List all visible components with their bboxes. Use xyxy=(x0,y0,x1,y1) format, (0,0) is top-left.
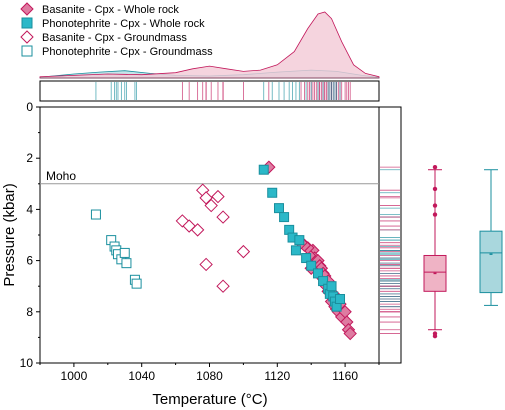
right-rug-panel xyxy=(378,106,402,364)
box-outlier xyxy=(432,203,438,208)
data-point-diamond-open xyxy=(204,198,218,213)
moho-annotation: Moho xyxy=(40,169,379,185)
data-point-square-filled xyxy=(301,253,312,264)
density-curve-basanite xyxy=(39,11,380,79)
x-tick-label: 1000 xyxy=(61,369,88,383)
data-point-diamond-open xyxy=(216,210,230,224)
y-tick-label: 0 xyxy=(26,100,33,114)
top-rug-panel xyxy=(39,80,380,102)
legend-marker-basanite-groundmass xyxy=(20,30,34,44)
data-point-diamond-open xyxy=(211,189,225,204)
y-axis: 0 2 4 6 8 10 xyxy=(20,100,40,370)
top-density-panel xyxy=(39,11,380,79)
data-point-square-open xyxy=(131,278,142,289)
legend-label-basanite-whole-rock: Basanite - Cpx - Whole rock xyxy=(42,4,179,16)
right-rug-frame xyxy=(378,106,402,364)
box-outlier xyxy=(432,333,438,339)
legend: Basanite - Cpx - Whole rock Phonotephrit… xyxy=(20,2,213,58)
box-iqr-phonotephrite xyxy=(479,230,503,294)
top-rug-frame xyxy=(39,80,380,102)
x-tick-label: 1120 xyxy=(264,369,290,383)
x-tick-label: 1160 xyxy=(332,369,358,383)
box-outlier xyxy=(432,186,438,192)
legend-marker-phono-groundmass xyxy=(21,45,33,57)
y-tick-label: 6 xyxy=(26,254,33,268)
data-point-square-open xyxy=(90,209,101,220)
x-tick-label: 1040 xyxy=(128,369,155,383)
plot-frame xyxy=(39,106,380,364)
box-outlier xyxy=(432,164,438,170)
data-point-square-filled xyxy=(294,235,305,246)
scatter-points xyxy=(90,160,357,341)
data-point-diamond-open xyxy=(199,191,213,205)
data-point-square-filled xyxy=(267,187,278,198)
y-tick-label: 2 xyxy=(26,151,33,165)
legend-marker-basanite-whole-rock xyxy=(20,2,34,16)
x-axis-label: Temperature (°C) xyxy=(152,391,267,408)
data-point-diamond-open xyxy=(216,279,230,293)
data-point-square-filled xyxy=(326,281,337,292)
data-point-square-filled xyxy=(258,164,269,175)
y-tick-label: 8 xyxy=(26,305,33,319)
x-axis: 1000 1040 1080 1120 1160 xyxy=(39,363,380,383)
moho-label: Moho xyxy=(46,169,76,183)
data-point-square-filled xyxy=(335,294,346,304)
legend-label-phono-whole-rock: Phonotephrite - Cpx - Whole rock xyxy=(42,18,205,30)
y-tick-label: 10 xyxy=(20,356,34,370)
data-point-square-filled xyxy=(279,212,290,223)
data-point-diamond-open xyxy=(190,223,205,237)
boxplots xyxy=(423,164,503,339)
box-outlier xyxy=(432,212,438,217)
legend-label-phono-groundmass: Phonotephrite - Cpx - Groundmass xyxy=(42,46,213,58)
x-tick-label: 1080 xyxy=(196,369,223,383)
y-axis-label: Pressure (kbar) xyxy=(1,183,18,286)
data-point-square-filled xyxy=(290,245,301,256)
data-point-square-filled xyxy=(318,276,329,287)
data-point-square-open xyxy=(121,258,132,269)
data-point-square-filled xyxy=(273,203,284,214)
data-point-square-open xyxy=(119,247,130,258)
data-point-square-filled xyxy=(312,268,323,279)
data-point-diamond-open xyxy=(236,244,251,259)
data-point-diamond-filled xyxy=(343,326,357,341)
data-point-diamond-open xyxy=(199,257,213,272)
data-point-square-filled xyxy=(306,260,317,271)
y-tick-label: 4 xyxy=(26,202,33,216)
legend-marker-phono-whole-rock xyxy=(21,17,33,29)
legend-label-basanite-groundmass: Basanite - Cpx - Groundmass xyxy=(42,32,187,44)
